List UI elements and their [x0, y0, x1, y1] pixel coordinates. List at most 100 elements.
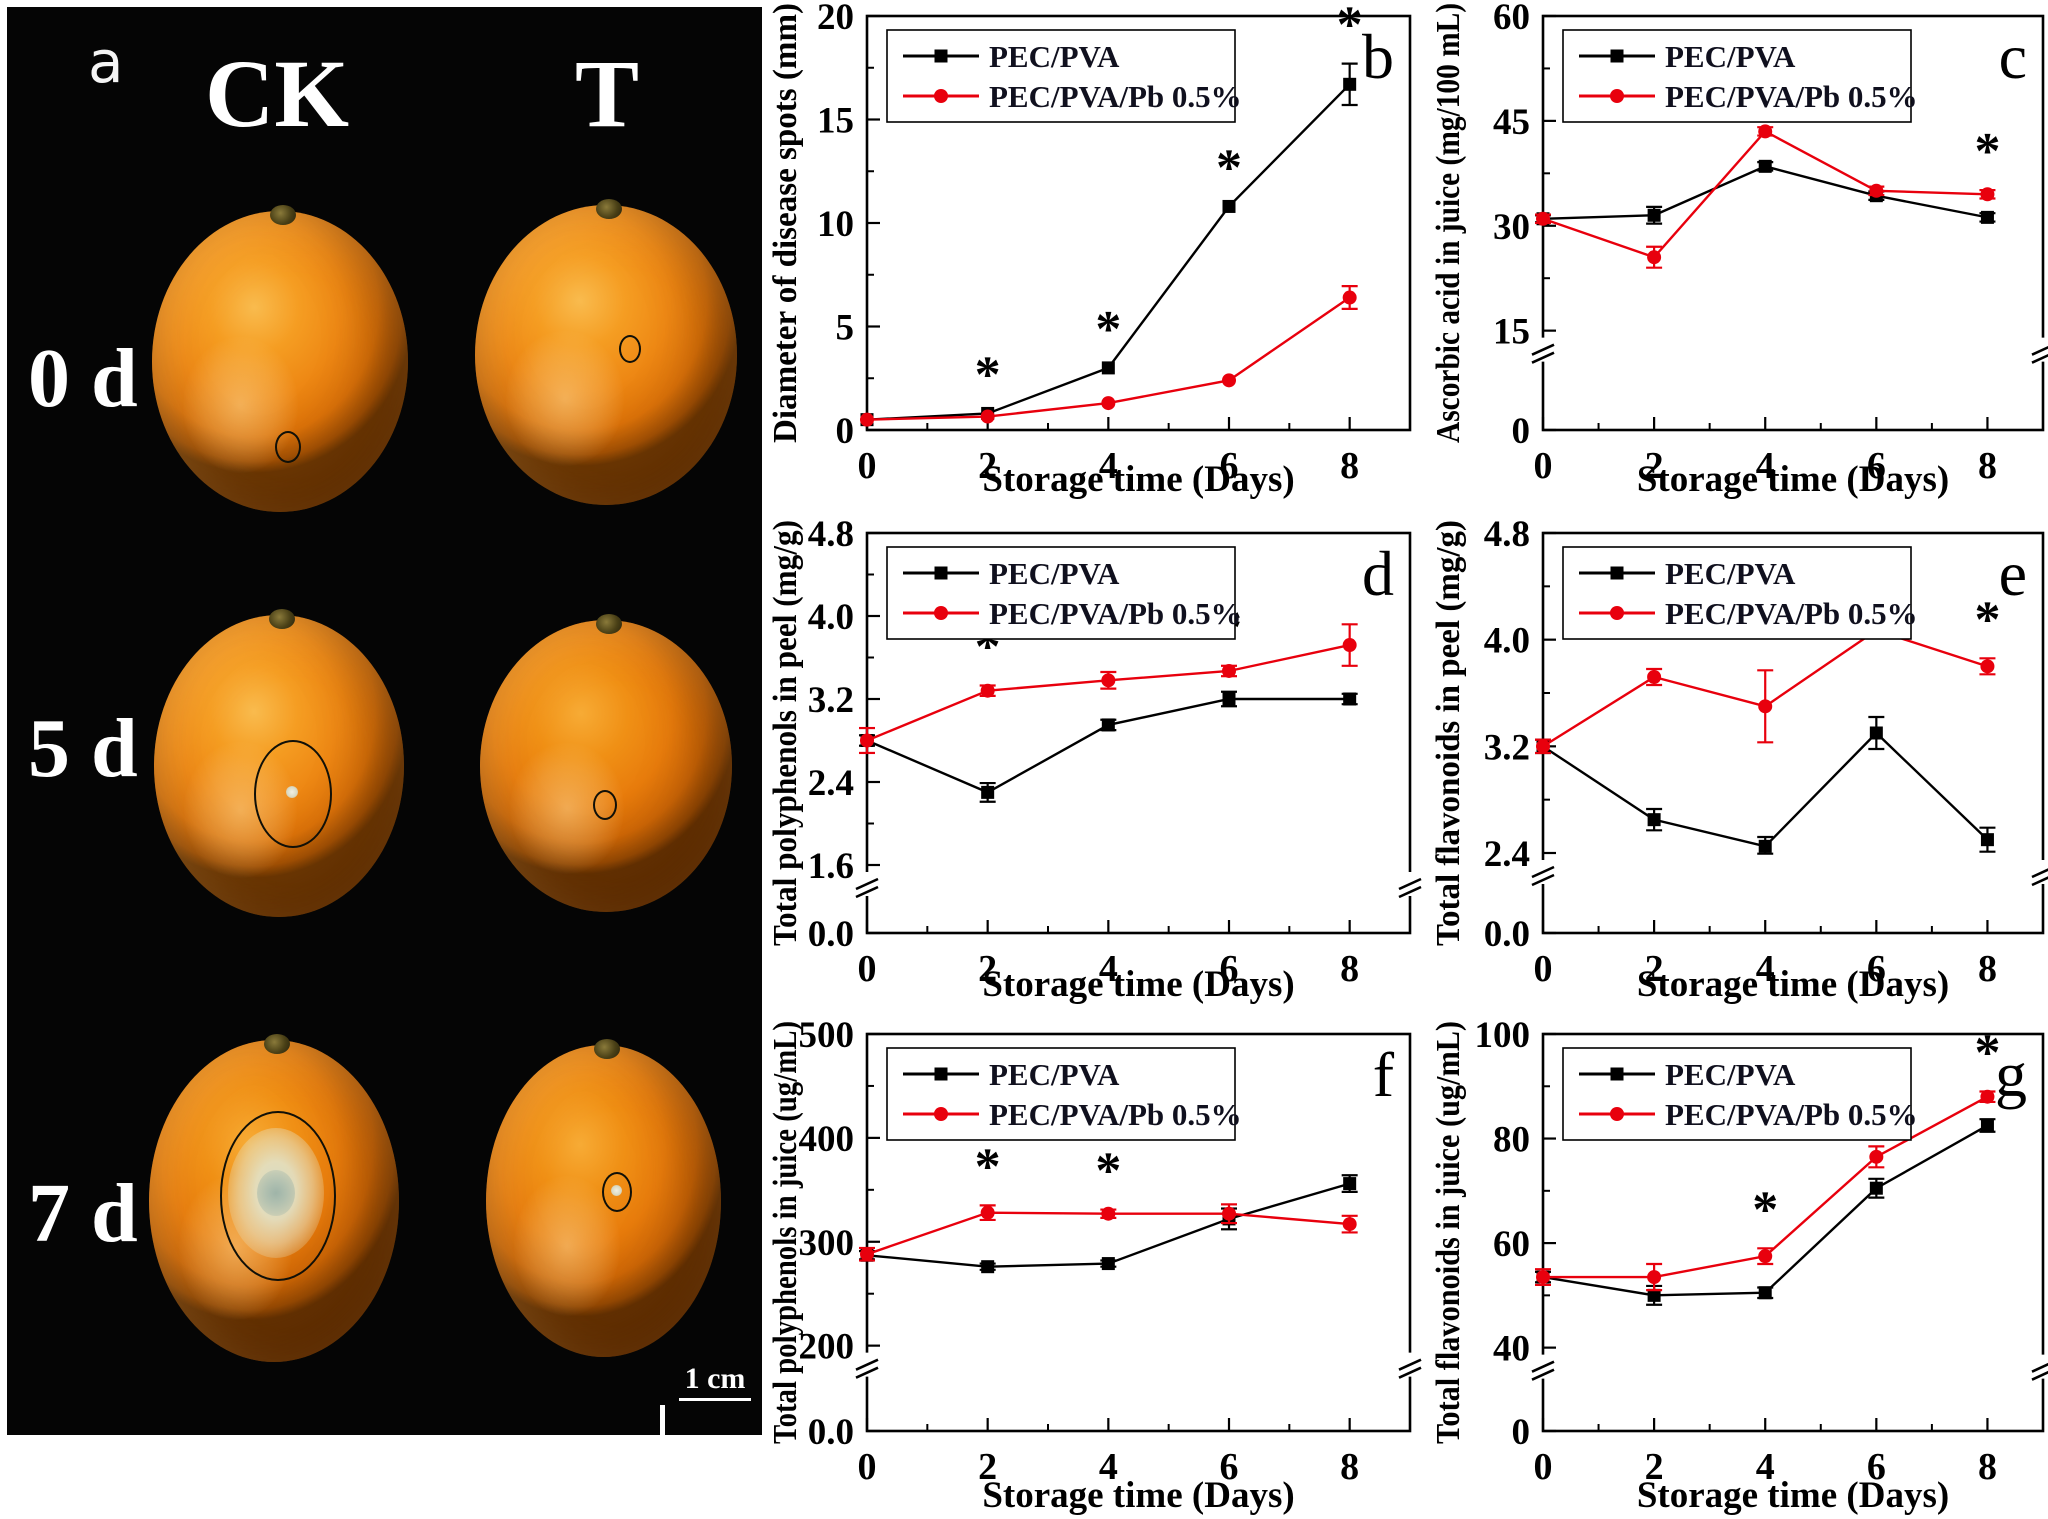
svg-text:0: 0	[858, 1446, 877, 1488]
chart-panel-c: 0 2 4 6 8 0 15 30 45 60 Storage time (Days) Ascorbi…	[1430, 0, 2048, 500]
orange-stem	[269, 205, 296, 225]
y-axis-title: Total flavonoids in juice (ug/mL)	[1430, 1021, 1467, 1444]
svg-text:4: 4	[1756, 948, 1775, 990]
orange-stem	[595, 199, 622, 219]
data-series	[860, 62, 1358, 427]
disease-ellipse-t-5d	[593, 790, 617, 820]
orange-photo-ck-0d	[152, 205, 408, 512]
svg-text:4.8: 4.8	[1484, 514, 1530, 555]
svg-text:6: 6	[1220, 948, 1239, 990]
svg-text:2.4: 2.4	[1484, 834, 1530, 875]
significance-asterisk: *	[975, 1138, 1001, 1195]
svg-text:8: 8	[1978, 1446, 1997, 1488]
y-axis-title: Total flavonoids in peel (mg/g)	[1430, 520, 1467, 946]
legend-label: PEC/PVA/Pb 0.5%	[1665, 79, 1918, 114]
svg-text:2.4: 2.4	[808, 763, 854, 804]
legend-label: PEC/PVA/Pb 0.5%	[989, 79, 1242, 114]
legend: PEC/PVA PEC/PVA/Pb 0.5%	[1562, 29, 1918, 123]
orange-stem	[594, 1039, 621, 1059]
chart-panel-b: 0 2 4 6 8 0 5 10 15 20 Storage time (Days) Diameter…	[767, 0, 1412, 500]
legend-label: PEC/PVA	[989, 39, 1120, 74]
panel-letter-b: b	[1362, 21, 1394, 92]
column-header-t: T	[575, 40, 640, 147]
svg-text:2: 2	[1645, 445, 1664, 487]
significance-asterisk: *	[1974, 591, 2000, 648]
svg-text:6: 6	[1867, 1446, 1886, 1488]
svg-text:1.6: 1.6	[808, 846, 854, 887]
svg-text:0.0: 0.0	[808, 1412, 854, 1453]
svg-text:6: 6	[1220, 1446, 1239, 1488]
orange-stem	[264, 1034, 290, 1054]
svg-text:60: 60	[1493, 0, 1530, 38]
svg-text:2: 2	[978, 948, 997, 990]
orange-photo-t-5d	[480, 614, 732, 912]
svg-text:40: 40	[1493, 1329, 1530, 1370]
data-series	[1535, 622, 1996, 855]
scale-bar-bracket	[660, 1405, 770, 1445]
svg-text:60: 60	[1493, 1224, 1530, 1265]
disease-ellipse-t-7d	[602, 1172, 632, 1212]
panel-letter-c: c	[1999, 21, 2027, 92]
significance-asterisk: *	[1337, 0, 1363, 54]
panel-letter-f: f	[1373, 1039, 1395, 1110]
legend-label: PEC/PVA/Pb 0.5%	[989, 1097, 1242, 1132]
svg-text:2: 2	[978, 1446, 997, 1488]
orange-stem	[269, 609, 295, 629]
svg-text:6: 6	[1867, 948, 1886, 990]
svg-text:400: 400	[799, 1119, 855, 1160]
svg-text:8: 8	[1340, 948, 1359, 990]
row-label-5d: 5 d	[28, 702, 138, 795]
svg-text:0.0: 0.0	[808, 914, 854, 955]
svg-text:4.0: 4.0	[1484, 621, 1530, 662]
svg-text:4: 4	[1756, 1446, 1775, 1488]
significance-asterisk: *	[975, 346, 1001, 403]
svg-text:6: 6	[1220, 445, 1239, 487]
svg-text:0: 0	[858, 948, 877, 990]
x-axis-title: Storage time (Days)	[982, 964, 1294, 1005]
svg-text:3.2: 3.2	[1484, 727, 1530, 768]
svg-text:4.0: 4.0	[808, 597, 854, 638]
row-label-0d: 0 d	[28, 332, 138, 425]
svg-text:8: 8	[1340, 1446, 1359, 1488]
svg-text:0: 0	[1534, 1446, 1553, 1488]
svg-text:8: 8	[1978, 445, 1997, 487]
svg-text:0: 0	[1534, 445, 1553, 487]
legend-label: PEC/PVA	[1665, 39, 1796, 74]
orange-stem	[595, 614, 622, 634]
svg-text:0: 0	[1512, 411, 1531, 452]
panel-letter-e: e	[1999, 538, 2027, 609]
svg-text:4: 4	[1756, 445, 1775, 487]
svg-text:500: 500	[799, 1015, 855, 1056]
svg-text:5: 5	[836, 308, 855, 349]
data-series	[1535, 124, 1996, 269]
panel-letter-d: d	[1362, 538, 1394, 609]
chart-panel-f: 0 2 4 6 8 0.0 200 300 400 500 Storage time (Days) T…	[767, 1015, 1422, 1516]
legend-label: PEC/PVA/Pb 0.5%	[1665, 596, 1918, 631]
legend: PEC/PVA PEC/PVA/Pb 0.5%	[1562, 1047, 1918, 1141]
legend-label: PEC/PVA	[1665, 1057, 1796, 1092]
svg-text:3.2: 3.2	[808, 680, 854, 721]
panel-a-photos: a CK T 0 d 5 d 7 d 1 cm	[0, 0, 770, 1445]
svg-text:4: 4	[1099, 948, 1118, 990]
column-header-ck: CK	[205, 40, 349, 147]
svg-text:2: 2	[1645, 1446, 1664, 1488]
chart-panel-e: 0 2 4 6 8 0.0 2.4 3.2 4.0 4.8 Storage time (Days) T…	[1430, 514, 2048, 1005]
x-axis-title: Storage time (Days)	[1637, 1475, 1949, 1516]
chart-panel-d: 0 2 4 6 8 0.0 1.6 2.4 3.2 4.0 4.8 Storage time (Day…	[767, 514, 1422, 1005]
orange-highlight	[506, 331, 625, 466]
svg-text:100: 100	[1475, 1015, 1531, 1056]
svg-text:2: 2	[978, 445, 997, 487]
disease-ellipse-ck-5d	[254, 740, 332, 848]
row-label-7d: 7 d	[28, 1167, 138, 1260]
inoculation-ellipse-t-0d	[619, 335, 641, 363]
svg-text:0: 0	[1534, 948, 1553, 990]
x-axis-title: Storage time (Days)	[1637, 459, 1949, 500]
svg-text:0: 0	[836, 411, 855, 452]
data-series	[859, 623, 1358, 803]
significance-asterisk: *	[1974, 1024, 2000, 1081]
svg-text:20: 20	[817, 0, 854, 38]
legend-label: PEC/PVA	[1665, 556, 1796, 591]
panel-letter-a: a	[88, 28, 124, 96]
